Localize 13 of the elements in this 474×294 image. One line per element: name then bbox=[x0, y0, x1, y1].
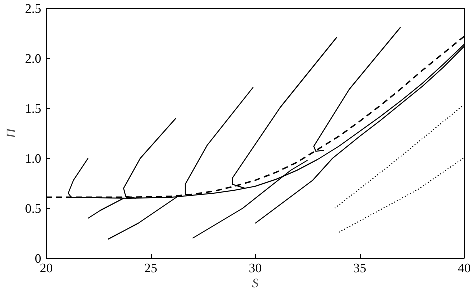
x-tick-label: 35 bbox=[354, 260, 366, 276]
y-tick-label: 2.0 bbox=[25, 51, 42, 66]
y-tick-label: 0 bbox=[35, 251, 42, 266]
x-tick-label: 20 bbox=[40, 260, 53, 276]
y-axis-title: Π bbox=[3, 127, 18, 140]
x-tick-label: 40 bbox=[458, 260, 471, 276]
y-tick-label: 1.0 bbox=[25, 151, 42, 166]
y-tick-label: 1.5 bbox=[25, 101, 42, 116]
x-tick-label: 25 bbox=[144, 260, 158, 276]
x-axis-title: S bbox=[252, 276, 260, 290]
y-tick-label: 2.5 bbox=[25, 1, 42, 16]
x-tick-label: 30 bbox=[249, 260, 262, 276]
y-tick-label: 0.5 bbox=[25, 201, 42, 216]
